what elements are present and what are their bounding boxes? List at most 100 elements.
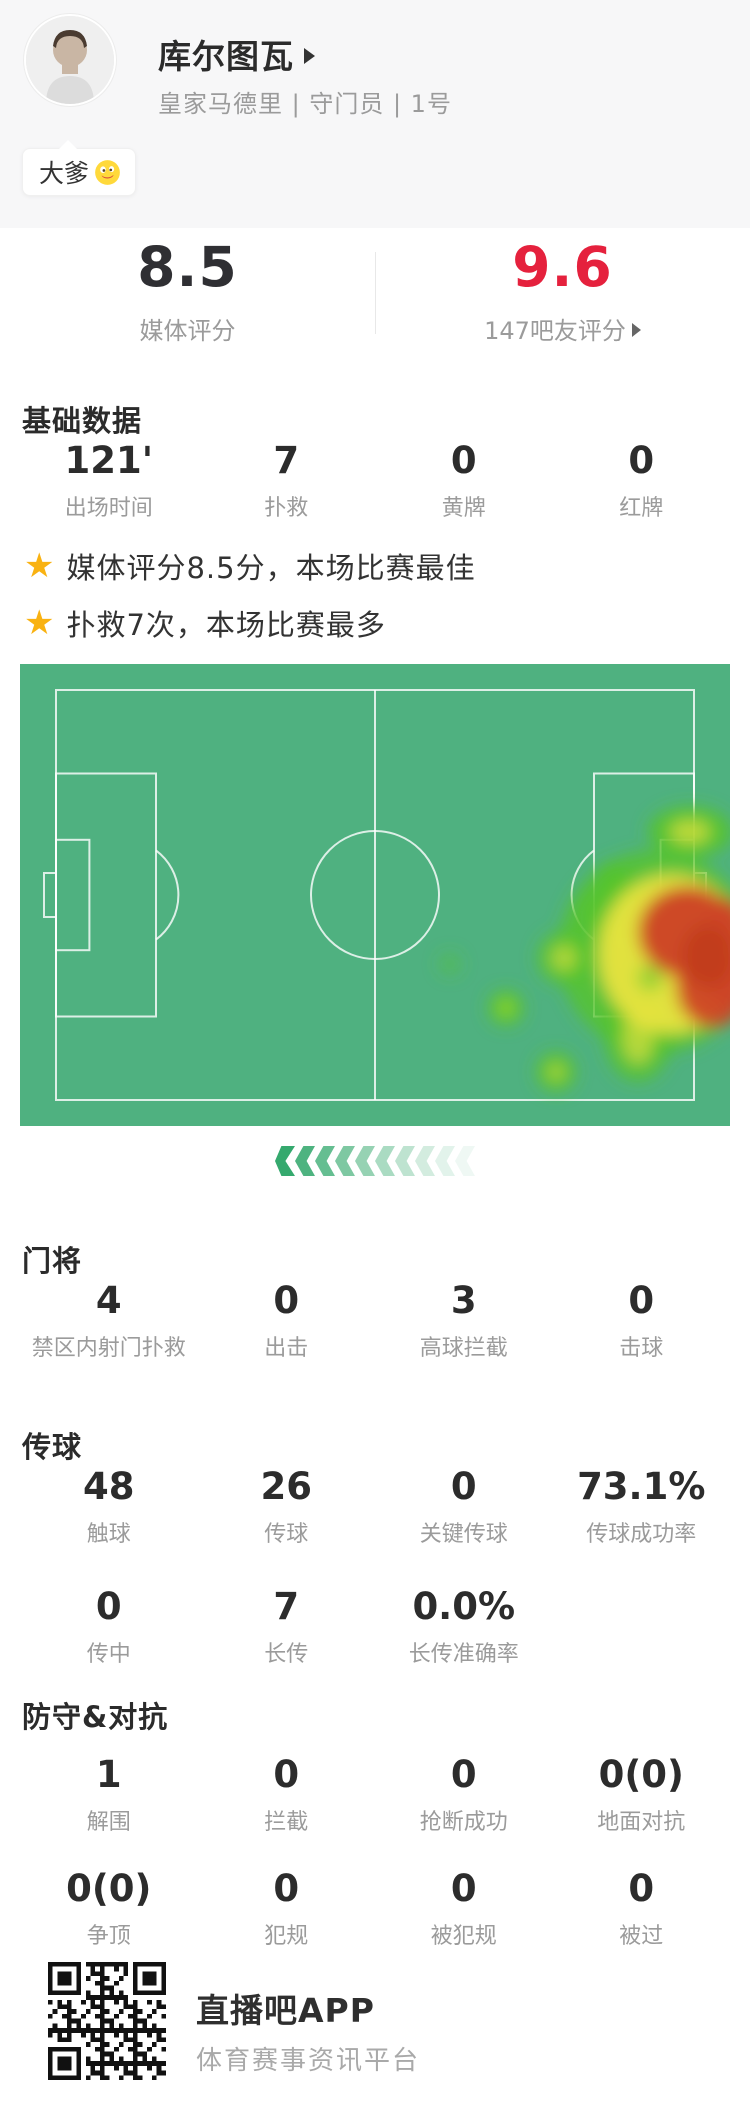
stat-label: 传中	[86, 1641, 131, 1667]
stat-label: 出击	[264, 1335, 309, 1361]
stat-value: 0	[450, 1753, 477, 1796]
heatmap-pitch	[20, 664, 730, 1126]
chevron-left-icon	[375, 1146, 395, 1176]
chevron-left-icon	[275, 1146, 295, 1176]
chevron-left-icon	[455, 1146, 475, 1176]
stat-label: 被犯规	[430, 1923, 497, 1949]
name-arrow-icon	[304, 48, 315, 64]
stat-aerial-duels: 0(0) 争顶	[20, 1869, 198, 1950]
stat-value: 0	[628, 1867, 655, 1910]
stat-label: 拦截	[264, 1809, 309, 1835]
chevron-left-icon	[415, 1146, 435, 1176]
badge-text: 大爹	[39, 159, 90, 188]
qr-code	[48, 1962, 166, 2080]
stat-saves: 7 扑救	[198, 439, 376, 522]
stat-label: 出场时间	[64, 495, 153, 521]
stat-label: 击球	[619, 1335, 664, 1361]
stat-label: 地面对抗	[597, 1809, 686, 1835]
stat-red-cards: 0 红牌	[553, 439, 731, 522]
stat-label: 抢断成功	[419, 1809, 508, 1835]
stat-label: 传球	[264, 1521, 309, 1547]
star-icon: ★	[24, 603, 55, 643]
stat-label: 触球	[86, 1521, 131, 1547]
stat-value: 0	[273, 1753, 300, 1796]
stat-label: 扑救	[264, 495, 309, 521]
stat-value: 0(0)	[598, 1753, 684, 1796]
stat-punches: 0 击球	[553, 1279, 731, 1362]
stat-value: 26	[260, 1465, 313, 1508]
pitch-diagram	[20, 664, 730, 1126]
stat-label: 红牌	[619, 495, 664, 521]
heatmap-blobs	[438, 806, 730, 1092]
chevron-left-icon	[435, 1146, 455, 1176]
stat-value: 0	[450, 439, 477, 482]
media-rating-label: 媒体评分	[139, 317, 236, 345]
ratings-divider	[375, 252, 376, 334]
passing-stats-row2: 0 传中 7 长传 0.0% 长传准确率	[20, 1585, 731, 1668]
player-avatar	[24, 14, 116, 106]
stat-value: 0	[628, 439, 655, 482]
stat-value: 121'	[64, 439, 154, 482]
stat-label: 传球成功率	[586, 1521, 697, 1547]
fans-rating[interactable]: 9.6 147吧友评分	[375, 240, 750, 350]
chevron-left-icon	[335, 1146, 355, 1176]
stat-label: 争顶	[86, 1923, 131, 1949]
highlight-row: ★ 扑救7次，本场比赛最多	[24, 602, 386, 644]
stat-value: 0	[273, 1867, 300, 1910]
stat-value: 0	[450, 1867, 477, 1910]
section-title-passing: 传球	[22, 1430, 83, 1464]
zany-face-emoji-icon	[95, 159, 120, 185]
stat-value: 0.0%	[412, 1585, 516, 1628]
stat-value: 7	[273, 439, 300, 482]
chevron-left-icon	[355, 1146, 375, 1176]
section-title-defense: 防守&对抗	[22, 1700, 169, 1734]
basic-stats-grid: 121' 出场时间 7 扑救 0 黄牌 0 红牌	[20, 439, 731, 522]
nickname-badge: 大爹	[22, 140, 137, 196]
stat-high-claims: 3 高球拦截	[375, 1279, 553, 1362]
fans-rating-label: 147吧友评分	[375, 311, 750, 346]
stat-touches: 48 触球	[20, 1465, 198, 1548]
stat-pass-accuracy: 73.1% 传球成功率	[553, 1465, 731, 1548]
stat-value: 48	[83, 1465, 135, 1508]
stat-value: 7	[273, 1585, 300, 1628]
player-photo-placeholder	[26, 16, 114, 104]
stat-label: 犯规	[264, 1923, 309, 1949]
stat-label: 关键传球	[419, 1521, 508, 1547]
stat-value: 0	[273, 1279, 300, 1322]
stat-tackles-won: 0 抢断成功	[375, 1753, 553, 1836]
defense-stats-row1: 1 解围 0 拦截 0 抢断成功 0(0) 地面对抗	[20, 1753, 730, 1836]
stat-minutes: 121' 出场时间	[20, 439, 198, 522]
section-title-basic: 基础数据	[22, 404, 143, 438]
chevron-left-icon	[395, 1146, 415, 1176]
attack-direction-indicator	[0, 1146, 750, 1176]
goalkeeper-stats-grid: 4 禁区内射门扑救 0 出击 3 高球拦截 0 击球	[20, 1279, 731, 1362]
stat-key-passes: 0 关键传球	[375, 1465, 553, 1548]
chevron-left-icon	[315, 1146, 335, 1176]
media-rating: 8.5 媒体评分	[0, 240, 375, 350]
stat-empty-cell	[553, 1588, 731, 1668]
stat-long-balls: 7 长传	[198, 1585, 376, 1668]
stat-value: 73.1%	[577, 1465, 706, 1508]
app-tagline: 体育赛事资讯平台	[196, 2046, 421, 2076]
fans-rating-value: 9.6	[512, 235, 613, 299]
stat-value: 3	[450, 1279, 477, 1322]
stat-fouls: 0 犯规	[198, 1867, 376, 1950]
stat-value: 0	[628, 1279, 655, 1322]
stat-label: 长传	[264, 1641, 309, 1667]
stat-crosses: 0 传中	[20, 1585, 198, 1668]
stat-dribbled-past: 0 被过	[553, 1867, 731, 1950]
passing-stats-row1: 48 触球 26 传球 0 关键传球 73.1% 传球成功率	[20, 1465, 731, 1548]
qr-code-image	[48, 1962, 166, 2080]
stat-fouled: 0 被犯规	[375, 1867, 553, 1950]
stat-value: 0	[450, 1465, 477, 1508]
stat-value: 0	[95, 1585, 122, 1628]
fans-rating-label-text: 147吧友评分	[484, 317, 626, 345]
player-name-link[interactable]: 库尔图瓦	[158, 30, 315, 78]
stat-label: 被过	[619, 1923, 664, 1949]
player-meta: 皇家马德里 | 守门员 | 1号	[158, 90, 452, 118]
stat-label: 黄牌	[441, 495, 486, 521]
highlight-row: ★ 媒体评分8.5分，本场比赛最佳	[24, 545, 476, 587]
stat-label: 长传准确率	[408, 1641, 519, 1667]
star-icon: ★	[24, 546, 55, 586]
stat-long-ball-accuracy: 0.0% 长传准确率	[375, 1585, 553, 1668]
